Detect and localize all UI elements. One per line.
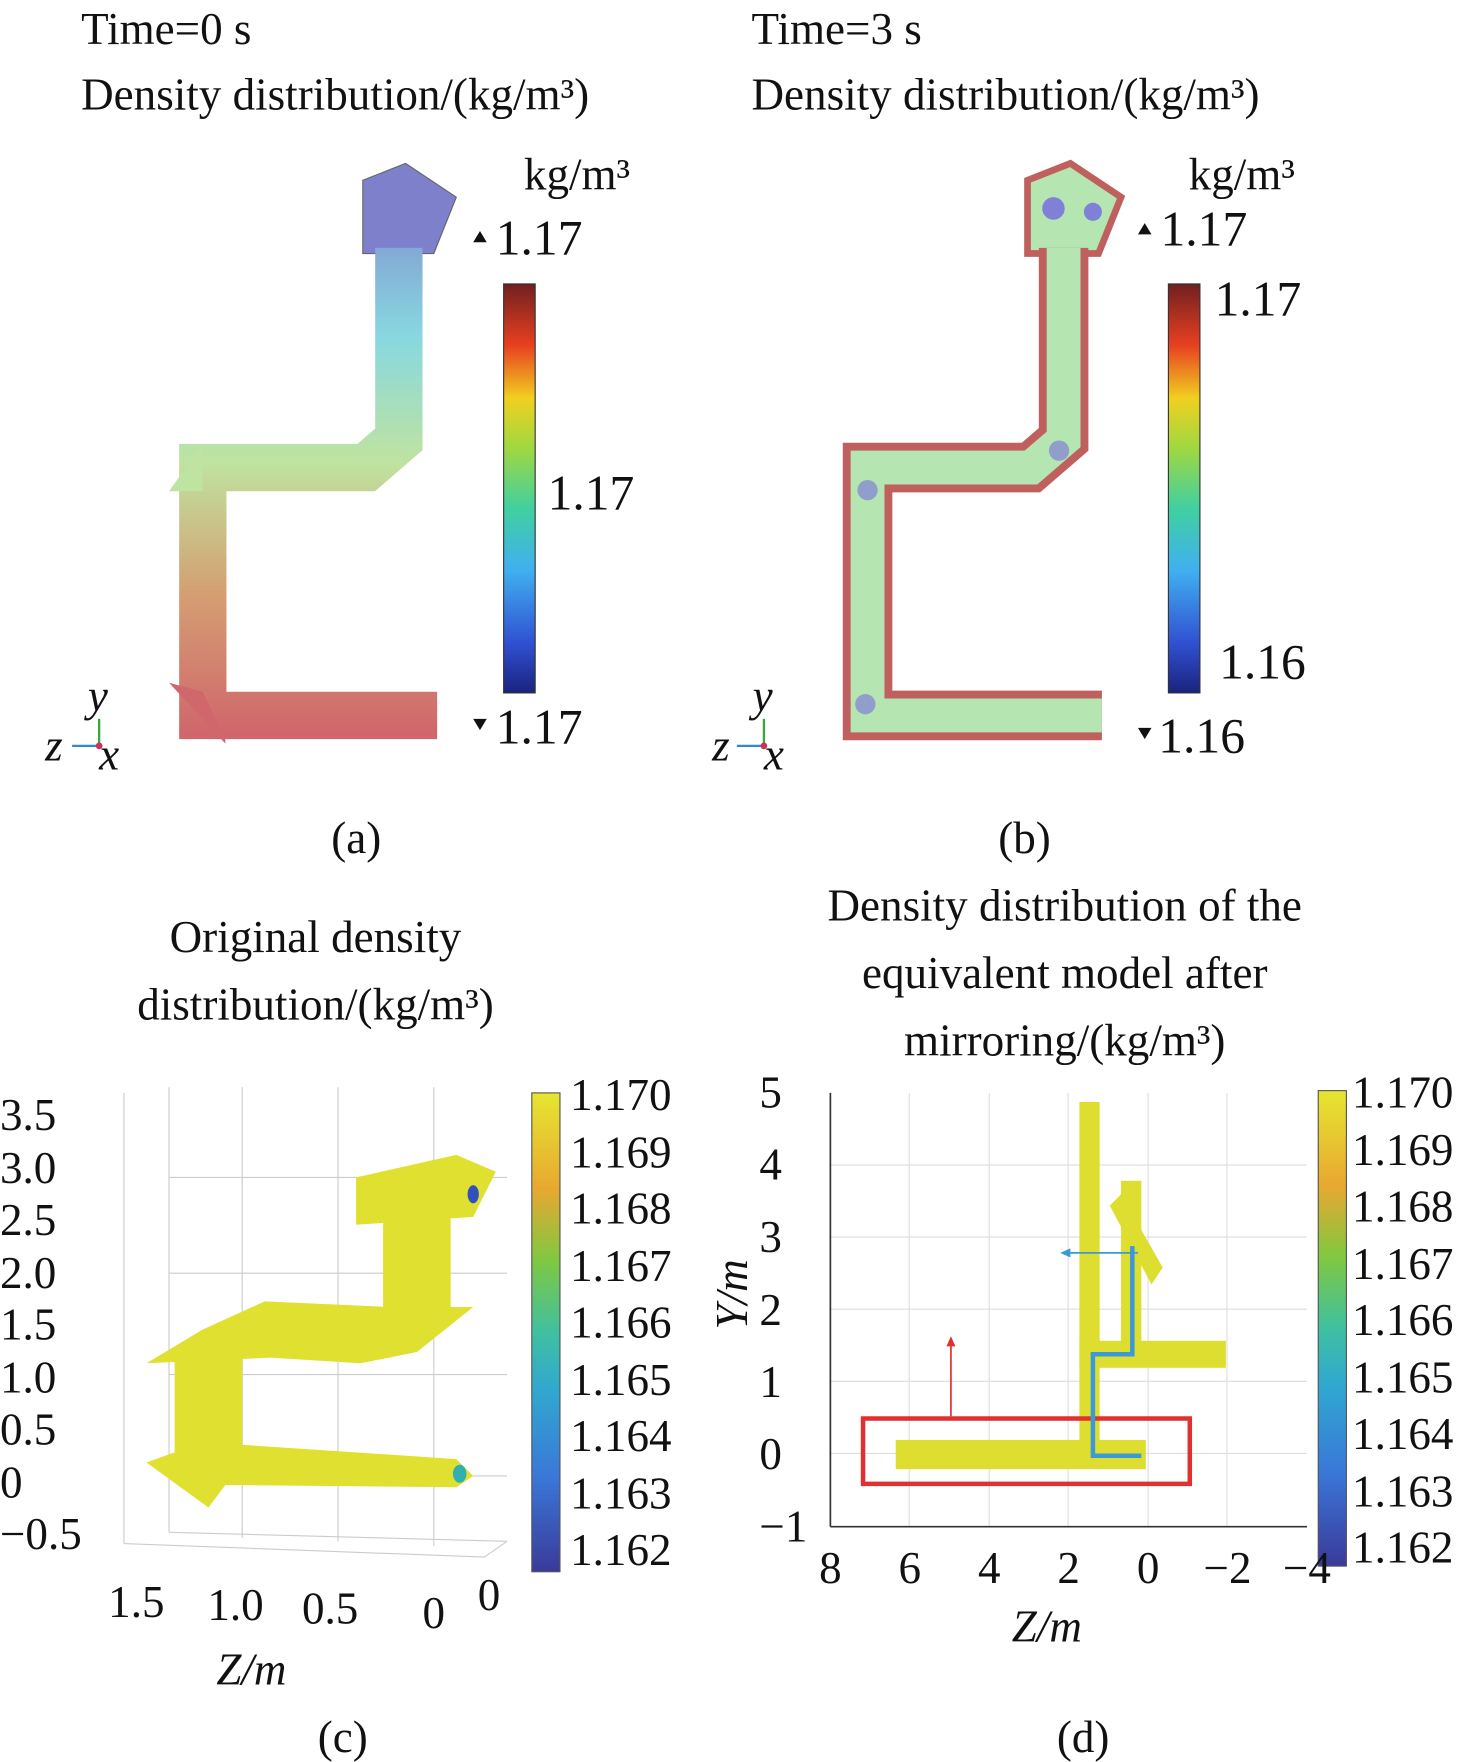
tick-label: 4 xyxy=(759,1139,782,1191)
tick-label: 8 xyxy=(819,1542,842,1594)
tick-label: 1.163 xyxy=(1352,1465,1454,1516)
tick-label: 4 xyxy=(977,1542,1001,1594)
highlight-box xyxy=(860,1416,1193,1487)
tick-label: 3.5 xyxy=(0,1089,57,1141)
panel-d-colorbar xyxy=(1317,1090,1347,1567)
tick-label: 1.167 xyxy=(570,1239,672,1291)
tick-label: 2 xyxy=(759,1283,782,1335)
tick-label: 1.5 xyxy=(0,1299,57,1350)
tick-label: 1.164 xyxy=(1352,1408,1454,1460)
panel-c-label: (c) xyxy=(317,1711,368,1762)
max-marker-icon xyxy=(1137,223,1152,235)
tick-label: 0 xyxy=(1136,1542,1160,1594)
tick-label: 2.0 xyxy=(0,1246,57,1298)
c-other-tick: 0 xyxy=(477,1569,501,1621)
panel-a-model xyxy=(169,162,458,744)
tick-label: 1.162 xyxy=(570,1524,672,1576)
panel-a-label: (a) xyxy=(331,812,382,864)
tick-label: −0.5 xyxy=(0,1508,82,1560)
panel-d-axes xyxy=(829,1092,1307,1528)
tick-label: 5 xyxy=(759,1066,782,1118)
tick-label: 1.166 xyxy=(1352,1294,1454,1346)
panel-a-max: 1.17 xyxy=(495,210,583,266)
c-xtick: 0 xyxy=(422,1587,446,1639)
c-xtick: 1.5 xyxy=(108,1576,165,1627)
c-xtick: 0.5 xyxy=(301,1583,359,1634)
panel-c-colorbar xyxy=(531,1092,561,1573)
tick-label: 1.168 xyxy=(1352,1180,1454,1232)
panel-b-unit: kg/m³ xyxy=(1188,148,1295,200)
panel-b-max: 1.17 xyxy=(1160,201,1248,257)
panel-d-label: (d) xyxy=(1056,1711,1110,1762)
panel-b-label: (b) xyxy=(998,812,1051,864)
panel-c-xlabel: Z/m xyxy=(216,1643,287,1695)
panel-d-ylabel: Y/m xyxy=(706,1259,758,1330)
axis-triad-a xyxy=(72,718,103,750)
min-marker-icon xyxy=(473,718,487,731)
tick-label: 3.0 xyxy=(0,1141,57,1193)
axis-triad-b xyxy=(736,718,768,750)
tick-label: −4 xyxy=(1282,1542,1331,1594)
tick-label: −2 xyxy=(1203,1542,1252,1594)
tick-label: 6 xyxy=(898,1542,922,1594)
axis-z-label: z xyxy=(45,719,63,771)
tick-label: 1.169 xyxy=(1352,1123,1454,1175)
tick-label: 0 xyxy=(759,1428,782,1480)
panel-a-colorbar xyxy=(503,283,536,694)
tick-label: 3 xyxy=(759,1211,782,1263)
panel-a-unit: kg/m³ xyxy=(523,148,631,200)
tick-label: 1.0 xyxy=(0,1351,57,1403)
panel-c-model xyxy=(146,1154,496,1508)
c-xtick: 1.0 xyxy=(207,1579,264,1631)
tick-label: 1.166 xyxy=(570,1296,672,1348)
axis-x-label: x xyxy=(763,728,784,780)
flow-path xyxy=(1090,1246,1142,1458)
axis-z-label: z xyxy=(712,719,730,771)
panel-a-tick: 1.17 xyxy=(547,465,635,521)
panel-a-min: 1.17 xyxy=(495,699,583,755)
panel-d-xlabel: Z/m xyxy=(1011,1601,1082,1652)
tick-label: 0 xyxy=(0,1456,23,1507)
tick-label: 1.164 xyxy=(570,1410,672,1462)
panel-d-title-1: Density distribution of the xyxy=(827,879,1302,931)
tick-label: −1 xyxy=(759,1500,808,1552)
tick-label: 1.165 xyxy=(1352,1351,1454,1403)
tick-label: 1.163 xyxy=(570,1467,672,1519)
panel-d-title-3: mirroring/(kg/m³) xyxy=(904,1015,1226,1066)
panel-a-title: Density distribution/(kg/m³) xyxy=(81,68,590,120)
panel-d-model xyxy=(895,1101,1226,1470)
panel-b-colorbar xyxy=(1167,283,1201,694)
max-marker-icon xyxy=(473,230,487,243)
panel-b-min: 1.16 xyxy=(1158,708,1246,764)
panel-b-title: Density distribution/(kg/m³) xyxy=(751,68,1260,120)
tick-label: 1 xyxy=(759,1356,782,1408)
tick-label: 1.165 xyxy=(570,1353,672,1405)
axis-y-label: y xyxy=(87,670,108,722)
panel-b-top-tick: 1.17 xyxy=(1214,271,1302,327)
axis-y-label: y xyxy=(752,670,773,722)
panel-a-time: Time=0 s xyxy=(81,3,252,55)
tick-label: 1.169 xyxy=(570,1126,672,1177)
tick-label: 1.168 xyxy=(570,1183,672,1234)
tick-label: 2 xyxy=(1057,1542,1080,1594)
tick-label: 2.5 xyxy=(0,1194,57,1246)
tick-label: 1.170 xyxy=(570,1069,672,1120)
tick-label: 1.167 xyxy=(1352,1237,1454,1289)
panel-b-bottom-tick: 1.16 xyxy=(1219,634,1306,690)
tick-label: 1.162 xyxy=(1352,1522,1454,1573)
panel-b-model xyxy=(842,159,1126,741)
tick-label: 1.170 xyxy=(1352,1066,1454,1118)
panel-c-title-2: distribution/(kg/m³) xyxy=(137,979,494,1030)
panel-b-time: Time=3 s xyxy=(751,3,922,55)
panel-c-title-1: Original density xyxy=(169,911,462,963)
min-marker-icon xyxy=(1137,727,1152,740)
panel-d-title-2: equivalent model after xyxy=(862,947,1268,999)
axis-x-label: x xyxy=(99,728,120,780)
tick-label: 0.5 xyxy=(0,1403,57,1455)
